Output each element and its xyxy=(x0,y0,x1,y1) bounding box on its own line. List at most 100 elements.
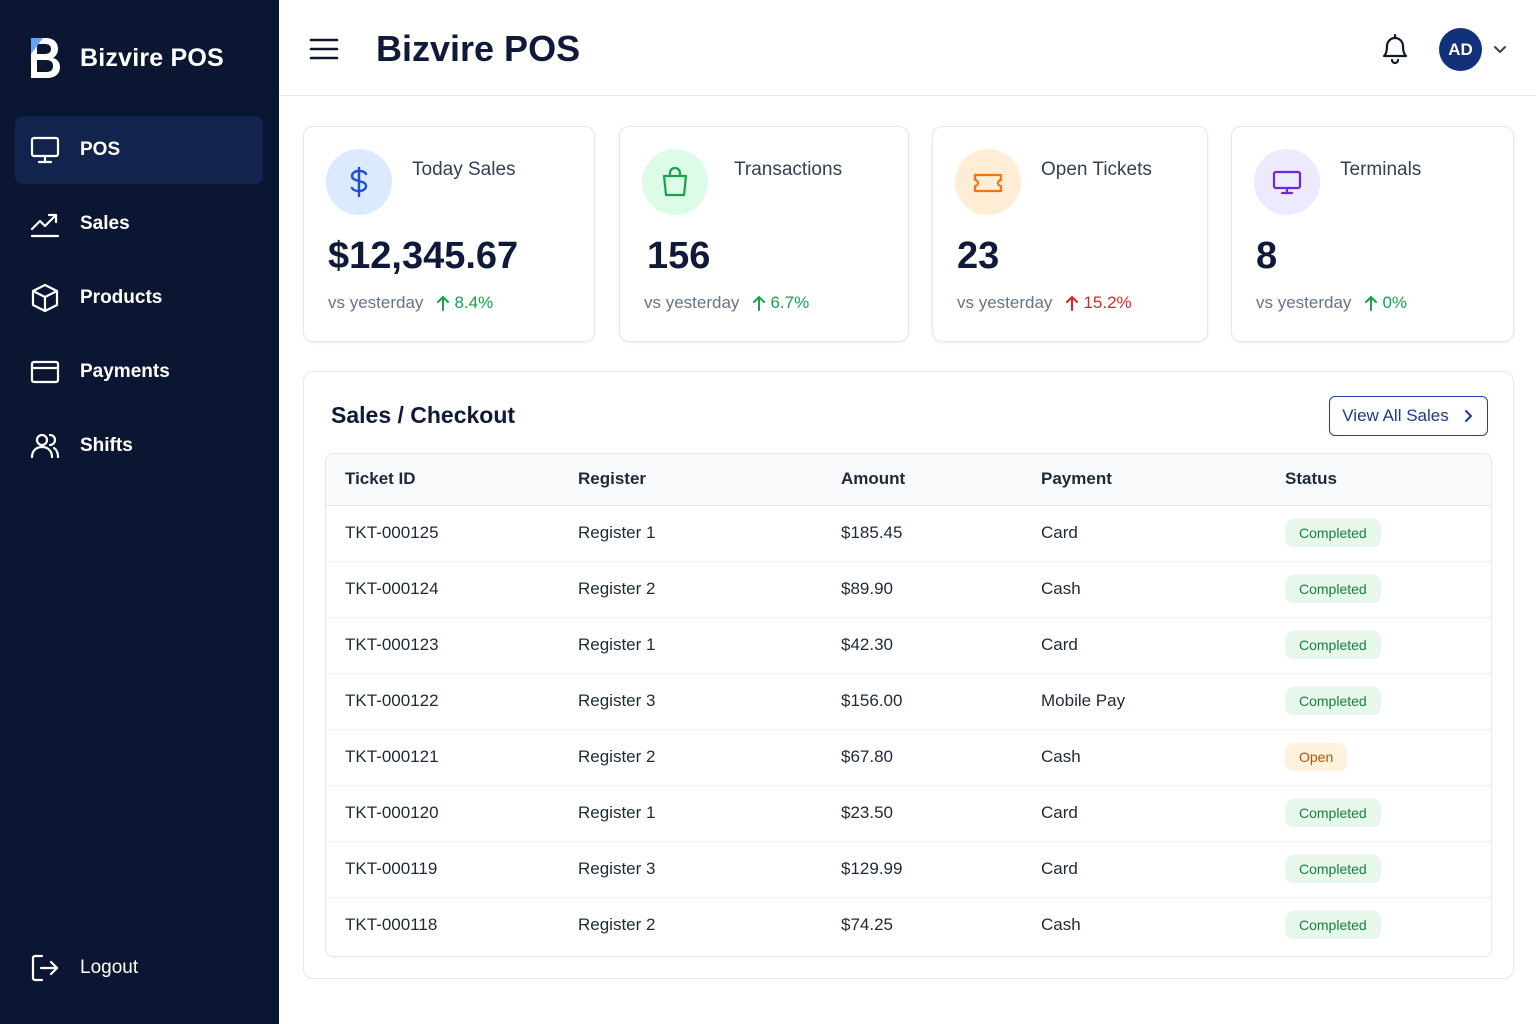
cell-amount: $129.99 xyxy=(841,841,1041,898)
cell-status: Completed xyxy=(1285,673,1491,730)
stat-trend: 8.4% xyxy=(436,293,493,313)
stat-trend: 6.7% xyxy=(752,293,809,313)
status-badge: Completed xyxy=(1285,799,1381,827)
table-header-row: Ticket ID Register Amount Payment Status xyxy=(326,454,1491,506)
cell-status: Completed xyxy=(1285,617,1491,674)
monitor-icon xyxy=(30,136,60,164)
sidebar-item-sales[interactable]: Sales xyxy=(15,190,263,258)
sales-checkout-panel: Sales / Checkout View All Sales Ticket I… xyxy=(303,371,1514,979)
shopping-bag-icon xyxy=(662,166,688,197)
cell-ticket-id: TKT-000123 xyxy=(326,617,578,674)
status-badge: Completed xyxy=(1285,911,1381,940)
arrow-up-icon xyxy=(437,296,450,311)
table-row[interactable]: TKT-000122 Register 3 $156.00 Mobile Pay… xyxy=(326,673,1491,730)
stat-footer: vs yesterday 15.2% xyxy=(957,293,1132,313)
bell-icon[interactable] xyxy=(1379,32,1411,66)
brand[interactable]: Bizvire POS xyxy=(28,36,224,80)
view-all-sales-button[interactable]: View All Sales xyxy=(1329,396,1488,436)
sidebar-item-shifts[interactable]: Shifts xyxy=(15,412,263,480)
cell-register: Register 2 xyxy=(578,561,841,618)
sidebar-item-label: Products xyxy=(80,287,163,308)
column-header-ticket-id[interactable]: Ticket ID xyxy=(326,454,578,506)
stat-label: Terminals xyxy=(1340,159,1422,180)
column-header-amount[interactable]: Amount xyxy=(841,454,1041,506)
arrow-up-icon xyxy=(753,296,766,311)
cell-ticket-id: TKT-000121 xyxy=(326,729,578,786)
avatar[interactable]: AD xyxy=(1439,28,1482,71)
stat-icon-wrap xyxy=(1254,149,1320,215)
table-row[interactable]: TKT-000123 Register 1 $42.30 Card Comple… xyxy=(326,617,1491,674)
table-row[interactable]: TKT-000118 Register 2 $74.25 Cash Comple… xyxy=(326,897,1491,953)
sidebar-item-products[interactable]: Products xyxy=(15,264,263,332)
cell-payment: Cash xyxy=(1041,915,1081,935)
stat-card-today-sales: Today Sales $12,345.67 vs yesterday 8.4% xyxy=(303,126,595,342)
stat-value: 23 xyxy=(957,235,1000,277)
table-row[interactable]: TKT-000119 Register 3 $129.99 Card Compl… xyxy=(326,841,1491,898)
hamburger-menu-icon[interactable] xyxy=(309,36,339,62)
cell-payment: Card xyxy=(1041,505,1285,562)
cell-status: Completed xyxy=(1285,841,1491,898)
sidebar-item-label: POS xyxy=(80,139,121,160)
cell-payment: Card xyxy=(1041,841,1285,898)
cell-payment: Cash xyxy=(1041,561,1285,618)
cell-payment: Card xyxy=(1041,785,1285,842)
cell-register: Register 3 xyxy=(578,673,841,730)
chevron-down-icon[interactable] xyxy=(1492,41,1508,57)
sidebar-item-pos[interactable]: POS xyxy=(15,116,263,184)
sidebar-item-label: Sales xyxy=(80,213,130,234)
column-header-payment[interactable]: Payment xyxy=(1041,454,1285,506)
arrow-up-icon xyxy=(1365,296,1378,311)
logout-icon xyxy=(31,954,59,982)
logout-button[interactable]: Logout xyxy=(29,952,138,984)
status-badge: Completed xyxy=(1285,855,1381,883)
stat-trend-value: 6.7% xyxy=(770,293,810,312)
stat-value: 156 xyxy=(647,235,711,277)
stat-footer: vs yesterday 6.7% xyxy=(644,293,809,313)
cell-ticket-id: TKT-000120 xyxy=(326,785,578,842)
cell-register: Register 2 xyxy=(578,915,656,935)
cell-status: Completed xyxy=(1285,785,1491,842)
arrow-up-icon xyxy=(1066,296,1079,311)
cell-status: Completed xyxy=(1285,505,1491,562)
cell-payment: Mobile Pay xyxy=(1041,673,1285,730)
ticket-icon xyxy=(973,173,1003,193)
sidebar: Bizvire POS POS Sales Products Payments xyxy=(0,0,279,1024)
column-header-status[interactable]: Status xyxy=(1285,454,1491,506)
cell-status: Completed xyxy=(1285,561,1491,618)
trend-chart-icon xyxy=(30,213,60,238)
dollar-icon xyxy=(350,166,368,198)
stat-compare: vs yesterday xyxy=(328,293,424,312)
stat-trend: 15.2% xyxy=(1065,293,1132,313)
stat-value: 8 xyxy=(1256,235,1278,277)
bizvire-logo-icon xyxy=(31,38,60,78)
status-badge: Completed xyxy=(1285,631,1381,659)
stat-icon-wrap xyxy=(955,149,1021,215)
page-title: Bizvire POS xyxy=(376,28,581,69)
table-row[interactable]: TKT-000121 Register 2 $67.80 Cash Open xyxy=(326,729,1491,786)
cell-status: Completed xyxy=(1285,897,1491,953)
sidebar-nav: POS Sales Products Payments Shifts xyxy=(15,116,263,486)
stat-compare: vs yesterday xyxy=(957,293,1053,312)
status-badge: Completed xyxy=(1285,575,1381,603)
stat-card-terminals: Terminals 8 vs yesterday 0% xyxy=(1231,126,1514,342)
sidebar-item-payments[interactable]: Payments xyxy=(15,338,263,406)
column-header-register[interactable]: Register xyxy=(578,454,841,506)
cell-amount: $185.45 xyxy=(841,505,1041,562)
cell-register: Register 1 xyxy=(578,785,841,842)
cell-register: Register 1 xyxy=(578,617,841,674)
cell-payment: Cash xyxy=(1041,729,1285,786)
stat-compare: vs yesterday xyxy=(644,293,740,312)
stat-trend-value: 8.4% xyxy=(454,293,494,312)
stat-trend-value: 15.2% xyxy=(1083,293,1132,312)
stat-trend: 0% xyxy=(1364,293,1407,313)
table-row[interactable]: TKT-000124 Register 2 $89.90 Cash Comple… xyxy=(326,561,1491,618)
stat-label: Transactions xyxy=(734,159,843,180)
cell-ticket-id: TKT-000125 xyxy=(326,505,578,562)
cell-ticket-id: TKT-000122 xyxy=(326,673,578,730)
stat-label: Today Sales xyxy=(412,159,516,180)
stat-card-transactions: Transactions 156 vs yesterday 6.7% xyxy=(619,126,909,342)
cell-amount: $74.25 xyxy=(841,915,893,935)
chevron-right-icon xyxy=(1464,410,1472,422)
table-row[interactable]: TKT-000125 Register 1 $185.45 Card Compl… xyxy=(326,505,1491,562)
table-row[interactable]: TKT-000120 Register 1 $23.50 Card Comple… xyxy=(326,785,1491,842)
